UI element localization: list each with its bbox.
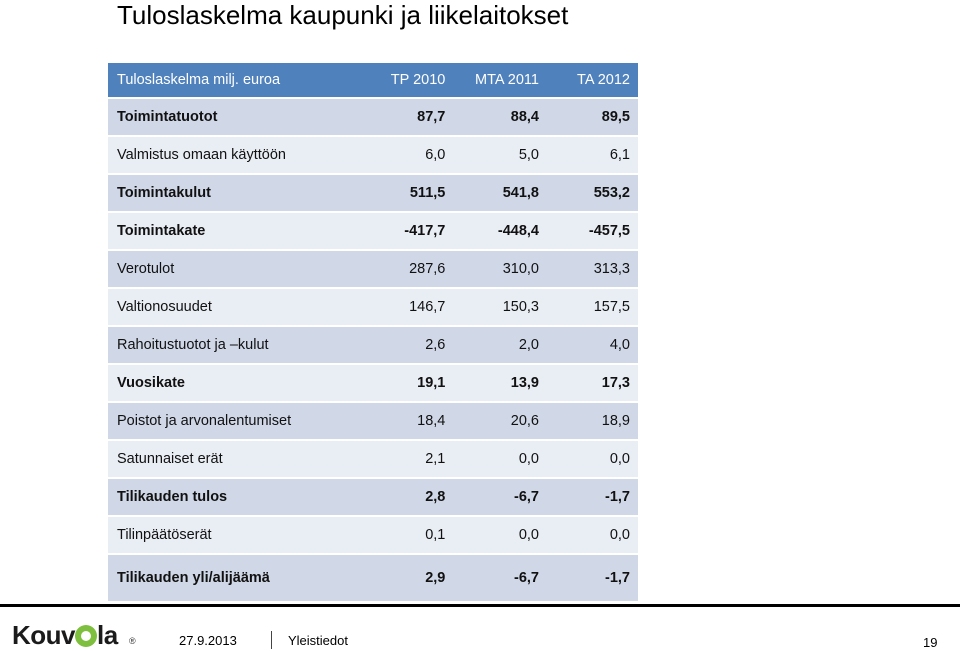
table-row: Poistot ja arvonalentumiset 18,4 20,6 18… [108, 403, 638, 441]
row-value-ta2012: -1,7 [547, 479, 638, 517]
row-value-tp2010: 146,7 [361, 289, 454, 327]
row-label: Satunnaiset erät [108, 441, 362, 479]
row-value-ta2012: -1,7 [547, 555, 638, 601]
row-value-ta2012: 553,2 [547, 175, 638, 213]
row-value-tp2010: 6,0 [361, 137, 454, 175]
row-value-mta2011: 0,0 [453, 517, 547, 555]
logo-text-end: la [97, 620, 118, 650]
footer-date: 27.9.2013 [179, 633, 237, 648]
row-value-ta2012: -457,5 [547, 213, 638, 251]
row-value-ta2012: 0,0 [547, 517, 638, 555]
row-label: Valmistus omaan käyttöön [108, 137, 362, 175]
table-row: Tilikauden tulos 2,8 -6,7 -1,7 [108, 479, 638, 517]
row-value-mta2011: -6,7 [453, 555, 547, 601]
row-value-mta2011: -448,4 [453, 213, 547, 251]
kouvola-logo: Kouv la [12, 622, 118, 648]
row-value-mta2011: 541,8 [453, 175, 547, 213]
row-label: Poistot ja arvonalentumiset [108, 403, 362, 441]
row-value-ta2012: 4,0 [547, 327, 638, 365]
row-label: Valtionosuudet [108, 289, 362, 327]
row-value-ta2012: 18,9 [547, 403, 638, 441]
row-value-tp2010: 2,6 [361, 327, 454, 365]
table-row: Rahoitustuotot ja –kulut 2,6 2,0 4,0 [108, 327, 638, 365]
row-value-mta2011: 13,9 [453, 365, 547, 403]
header-cell-mta2011: MTA 2011 [453, 63, 547, 99]
row-value-ta2012: 6,1 [547, 137, 638, 175]
row-value-ta2012: 0,0 [547, 441, 638, 479]
row-value-mta2011: 5,0 [453, 137, 547, 175]
row-label: Vuosikate [108, 365, 362, 403]
page-number: 19 [923, 635, 938, 650]
row-value-ta2012: 17,3 [547, 365, 638, 403]
income-statement-table: Tuloslaskelma milj. euroa TP 2010 MTA 20… [108, 63, 638, 601]
row-value-mta2011: 20,6 [453, 403, 547, 441]
row-value-ta2012: 313,3 [547, 251, 638, 289]
table-row: Valmistus omaan käyttöön 6,0 5,0 6,1 [108, 137, 638, 175]
registered-mark: ® [129, 636, 136, 646]
row-value-mta2011: 2,0 [453, 327, 547, 365]
table-header-row: Tuloslaskelma milj. euroa TP 2010 MTA 20… [108, 63, 638, 99]
footer-divider [0, 604, 960, 607]
header-cell-label: Tuloslaskelma milj. euroa [108, 63, 362, 99]
table-row: Valtionosuudet 146,7 150,3 157,5 [108, 289, 638, 327]
table-row: Toimintakulut 511,5 541,8 553,2 [108, 175, 638, 213]
table-row: Tilinpäätöserät 0,1 0,0 0,0 [108, 517, 638, 555]
row-value-tp2010: -417,7 [361, 213, 454, 251]
logo-text-start: Kouv [12, 620, 76, 650]
table-row: Toimintatuotot 87,7 88,4 89,5 [108, 99, 638, 137]
header-cell-ta2012: TA 2012 [547, 63, 638, 99]
table-row: Vuosikate 19,1 13,9 17,3 [108, 365, 638, 403]
row-label: Toimintakulut [108, 175, 362, 213]
row-value-ta2012: 157,5 [547, 289, 638, 327]
slide-title: Tuloslaskelma kaupunki ja liikelaitokset [117, 0, 569, 30]
row-label: Tilikauden yli/alijäämä [108, 555, 362, 601]
row-value-mta2011: -6,7 [453, 479, 547, 517]
table-row: Verotulot 287,6 310,0 313,3 [108, 251, 638, 289]
row-value-mta2011: 150,3 [453, 289, 547, 327]
row-value-tp2010: 0,1 [361, 517, 454, 555]
row-label: Verotulot [108, 251, 362, 289]
row-value-mta2011: 310,0 [453, 251, 547, 289]
logo-o-icon [75, 625, 97, 647]
table-row: Toimintakate -417,7 -448,4 -457,5 [108, 213, 638, 251]
row-value-ta2012: 89,5 [547, 99, 638, 137]
table-row: Tilikauden yli/alijäämä 2,9 -6,7 -1,7 [108, 555, 638, 601]
row-label: Tilinpäätöserät [108, 517, 362, 555]
row-value-mta2011: 88,4 [453, 99, 547, 137]
header-cell-tp2010: TP 2010 [361, 63, 454, 99]
footer-separator [271, 631, 272, 649]
row-value-tp2010: 2,8 [361, 479, 454, 517]
row-label: Toimintakate [108, 213, 362, 251]
row-value-tp2010: 18,4 [361, 403, 454, 441]
footer-label: Yleistiedot [288, 633, 348, 648]
row-value-tp2010: 287,6 [361, 251, 454, 289]
row-value-tp2010: 87,7 [361, 99, 454, 137]
row-value-tp2010: 2,1 [361, 441, 454, 479]
row-value-tp2010: 2,9 [361, 555, 454, 601]
row-value-mta2011: 0,0 [453, 441, 547, 479]
row-label: Tilikauden tulos [108, 479, 362, 517]
table-row: Satunnaiset erät 2,1 0,0 0,0 [108, 441, 638, 479]
row-value-tp2010: 19,1 [361, 365, 454, 403]
row-label: Rahoitustuotot ja –kulut [108, 327, 362, 365]
row-label: Toimintatuotot [108, 99, 362, 137]
row-value-tp2010: 511,5 [361, 175, 454, 213]
